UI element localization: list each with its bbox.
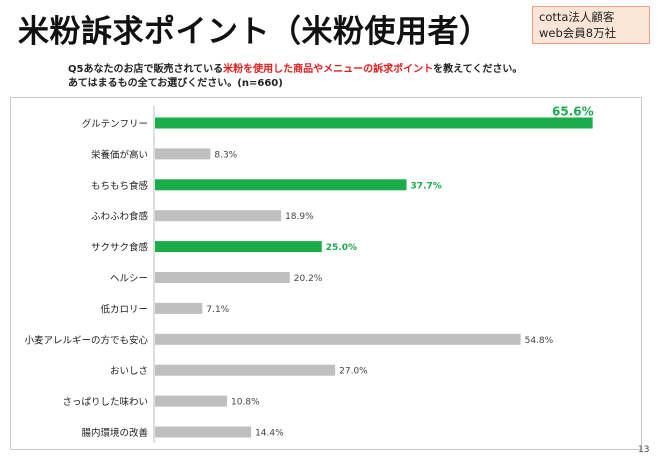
bar	[155, 148, 211, 160]
bar	[155, 395, 228, 407]
bar	[155, 117, 593, 129]
value-label: 65.6%	[552, 105, 594, 119]
bar-chart: グルテンフリー 65.6% 栄養価が高い 8.3% もちもち食感 37.7% ふわふわ食感 1…	[24, 105, 594, 443]
chart-frame: グルテンフリー 65.6% 栄養価が高い 8.3% もちもち食感 37.7% ふわふわ食感 1…	[10, 97, 642, 450]
bar	[155, 241, 322, 253]
survey-question: Q5あなたのお店で販売されている米粉を使用した商品やメニューの訴求ポイントを教え…	[68, 63, 522, 91]
category-label: 腸内環境の改善	[81, 427, 148, 439]
value-label: 8.3%	[214, 150, 237, 160]
value-label: 54.8%	[525, 336, 554, 346]
bar	[155, 179, 407, 191]
page-number: 13	[638, 445, 650, 455]
question-text-2: を教えてください。	[433, 64, 523, 75]
value-label: 37.7%	[411, 181, 442, 191]
bar	[155, 272, 290, 283]
bar	[155, 302, 203, 314]
category-label: グルテンフリー	[82, 118, 148, 130]
category-label: 栄養価が高い	[91, 149, 148, 161]
value-label: 25.0%	[326, 243, 357, 253]
category-label: 低カロリー	[100, 303, 148, 315]
value-label: 18.9%	[285, 212, 314, 222]
question-line-1: Q5あなたのお店で販売されている米粉を使用した商品やメニューの訴求ポイントを教え…	[68, 63, 522, 77]
value-label: 20.2%	[294, 274, 323, 284]
category-label: ヘルシー	[110, 274, 148, 285]
category-label: おいしさ	[110, 366, 148, 377]
category-label: サクサク食感	[91, 242, 149, 254]
bar	[155, 210, 282, 222]
value-label: 10.8%	[231, 398, 260, 408]
question-highlight: 米粉を使用した商品やメニューの訴求ポイント	[223, 64, 434, 75]
question-line-2: あてはまるもの全てお選びください。(n=660)	[68, 78, 283, 89]
category-label: ふわふわ食感	[91, 211, 149, 223]
bar	[155, 426, 252, 438]
category-label: 小麦アレルギーの方でも安心	[24, 334, 148, 346]
value-label: 7.1%	[206, 305, 229, 315]
value-label: 27.0%	[339, 367, 368, 377]
bar	[155, 364, 336, 376]
bar	[155, 333, 521, 345]
category-label: さっぱりした味わい	[62, 396, 148, 408]
category-label: もちもち食感	[91, 180, 149, 192]
page-title: 米粉訴求ポイント（米粉使用者）	[18, 14, 491, 50]
audience-badge: cotta法人顧客 web会員8万社	[532, 6, 650, 44]
badge-line-2: web会員8万社	[539, 26, 617, 40]
question-text-1: Q5あなたのお店で販売されている	[68, 64, 224, 75]
badge-line-1: cotta法人顧客	[539, 10, 615, 24]
value-label: 14.4%	[255, 429, 284, 439]
